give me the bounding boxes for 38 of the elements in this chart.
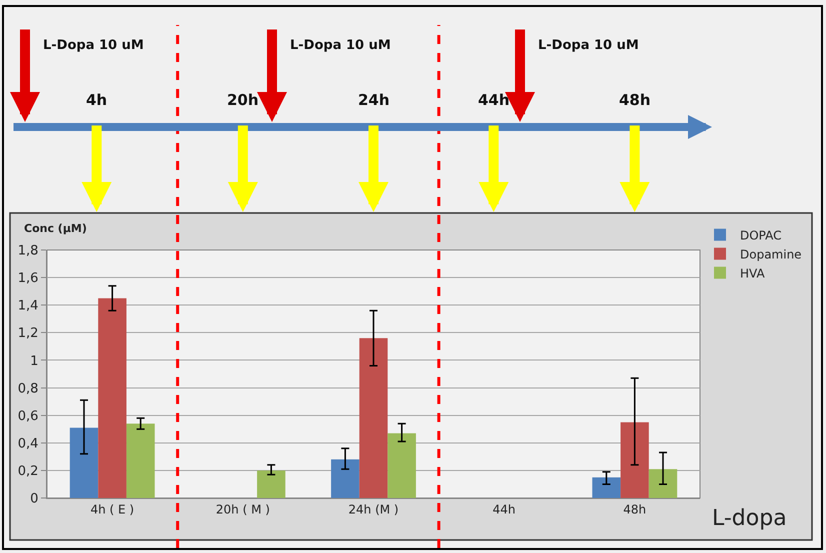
y-axis-title: Conc (µM): [24, 222, 87, 235]
text: 4h: [86, 91, 108, 109]
x-tick-label: 4h ( E ): [90, 502, 134, 516]
bar: [620, 422, 649, 498]
text: 44h: [478, 91, 510, 109]
bar: [331, 459, 360, 498]
text: 48h: [619, 91, 651, 109]
text: L-Dopa 10 uM: [43, 38, 144, 53]
y-tick-label: 1: [30, 354, 38, 369]
y-tick-label: 0,2: [18, 464, 38, 479]
x-tick-label: 48h: [623, 502, 646, 516]
bar: [126, 424, 155, 498]
x-tick-label: 20h ( M ): [216, 502, 270, 516]
text: 20h: [227, 91, 259, 109]
bar: [359, 338, 388, 498]
y-tick-label: 1,6: [18, 271, 38, 286]
bar: [388, 433, 416, 498]
x-axis-title: L-dopa: [712, 506, 787, 531]
bar: [257, 470, 286, 498]
bar: [70, 428, 98, 498]
bar: [592, 477, 621, 498]
x-tick-label: 44h: [492, 502, 516, 516]
y-tick-label: 1,2: [18, 326, 38, 342]
legend-label: DOPAC: [740, 228, 782, 242]
y-tick-label: 0,6: [18, 408, 38, 424]
text: L-Dopa 10 uM: [538, 38, 639, 53]
legend-label: HVA: [740, 266, 766, 280]
bar: [98, 298, 126, 498]
y-tick-label: 0: [30, 492, 38, 507]
y-tick-label: 0,4: [18, 436, 38, 452]
text: L-Dopa 10 uM: [290, 38, 391, 53]
legend-label: Dopamine: [740, 247, 802, 262]
y-tick-label: 0,8: [18, 381, 38, 396]
x-tick-label: 24h (M ): [348, 502, 399, 516]
y-tick-label: 1,8: [18, 244, 38, 259]
y-tick-label: 1,4: [18, 298, 38, 314]
text: 24h: [358, 91, 390, 109]
bar: [648, 469, 678, 498]
